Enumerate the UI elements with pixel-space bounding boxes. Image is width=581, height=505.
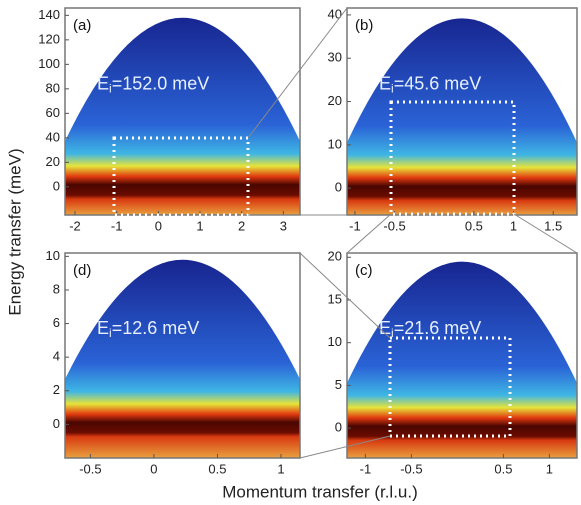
panel-label: (b)	[355, 17, 373, 34]
zoom-box	[389, 100, 516, 216]
intensity-map	[65, 17, 300, 215]
x-axis-title: Momentum transfer (r.l.u.)	[222, 482, 418, 501]
x-tick-label: -0.5	[383, 218, 405, 233]
y-tick-label: 40	[328, 6, 342, 21]
x-tick-label: 1	[196, 218, 203, 233]
connector	[299, 435, 391, 459]
panel: 0 2 4 6 8 10 -0.5 0 0.5 1 (d) Ei=12.6 meV	[46, 248, 301, 476]
intensity-map	[65, 259, 300, 458]
annotation-subscript: i	[391, 326, 394, 340]
y-tick-label: 6	[53, 315, 60, 330]
plot-frame	[346, 7, 578, 216]
y-tick-label: 30	[328, 50, 342, 65]
annotation-symbol: E	[97, 73, 109, 93]
y-tick-label: 10	[328, 334, 342, 349]
annotation-text: =45.6 meV	[394, 73, 482, 93]
x-tick-label: 1.5	[544, 218, 562, 233]
panel-label: (d)	[73, 262, 91, 279]
panel-label: (a)	[73, 17, 91, 34]
y-tick-label: 5	[335, 377, 342, 392]
y-tick-label: 8	[53, 281, 60, 296]
y-tick-label: 120	[38, 31, 60, 46]
intensity-map	[347, 261, 577, 458]
y-tick-label: 15	[328, 291, 342, 306]
zoom-box	[112, 136, 250, 217]
annotation: Ei=12.6 meV	[97, 318, 199, 340]
y-tick-label: 2	[53, 382, 60, 397]
y-tick-label: 40	[46, 129, 60, 144]
x-tick-label: 0.5	[208, 461, 226, 476]
connector	[299, 252, 391, 339]
y-tick-label: 10	[328, 136, 342, 151]
x-tick-label: -0.5	[400, 461, 422, 476]
y-tick-label: 0	[335, 420, 342, 435]
x-tick-label: -0.5	[79, 461, 101, 476]
x-tick-label: -1	[360, 461, 372, 476]
panel: 0 10 20 30 40 -1 -0.5 0.5 1 1.5 (b) Ei=45.6 meV	[328, 6, 578, 233]
annotation-text: =21.6 meV	[394, 318, 482, 338]
annotation: Ei=45.6 meV	[379, 73, 481, 95]
y-tick-label: 0	[53, 178, 60, 193]
zoom-box	[388, 336, 512, 438]
panel-label: (c)	[355, 262, 373, 279]
y-tick-label: 20	[328, 93, 342, 108]
annotation-text: =12.6 meV	[112, 318, 200, 338]
x-tick-label: -2	[69, 218, 81, 233]
connector	[346, 213, 392, 254]
annotation: Ei=21.6 meV	[379, 318, 481, 340]
annotation: Ei=152.0 meV	[97, 73, 209, 95]
x-tick-label: 1	[546, 461, 553, 476]
annotation-symbol: E	[379, 73, 391, 93]
y-tick-label: 100	[38, 56, 60, 71]
y-tick-label: 60	[46, 105, 60, 120]
annotation-symbol: E	[97, 318, 109, 338]
y-tick-label: 4	[53, 349, 60, 364]
x-tick-label: 0	[155, 218, 162, 233]
y-tick-label: 0	[335, 180, 342, 195]
x-tick-label: 1	[510, 218, 517, 233]
x-tick-label: 2	[238, 218, 245, 233]
intensity-map	[347, 18, 577, 215]
y-tick-label: 10	[46, 248, 60, 263]
x-tick-label: 3	[280, 218, 287, 233]
annotation-subscript: i	[391, 82, 394, 96]
connector	[513, 213, 578, 254]
plot-frame	[64, 252, 301, 459]
annotation-subscript: i	[109, 326, 112, 340]
y-tick-label: 0	[53, 416, 60, 431]
y-tick-label: 20	[328, 249, 342, 264]
panel: 0 20 40 60 80 100 120 140 -2 -1 0 1 2 3 (a) Ei=152.0 me…	[38, 7, 301, 233]
connector	[247, 7, 348, 139]
y-tick-label: 20	[46, 154, 60, 169]
x-tick-label: 0	[150, 461, 157, 476]
y-tick-label: 80	[46, 80, 60, 95]
annotation-text: =152.0 meV	[112, 73, 210, 93]
x-tick-label: 0.5	[465, 218, 483, 233]
x-tick-label: -1	[111, 218, 123, 233]
annotation-symbol: E	[379, 318, 391, 338]
y-axis-title: Energy transfer (meV)	[5, 148, 24, 315]
plot-frame	[346, 252, 578, 459]
x-tick-label: -1	[349, 218, 361, 233]
overlay	[112, 7, 578, 459]
x-tick-label: 1	[277, 461, 284, 476]
y-tick-label: 140	[38, 7, 60, 22]
annotation-subscript: i	[109, 82, 112, 96]
x-tick-label: 0.5	[494, 461, 512, 476]
